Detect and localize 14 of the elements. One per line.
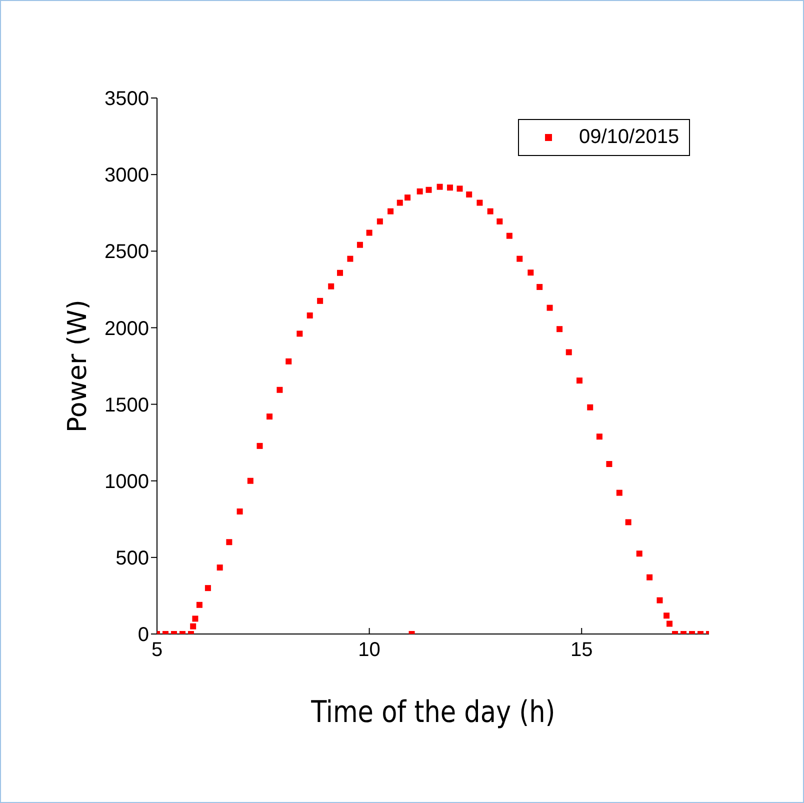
y-tick-label: 0 (138, 624, 149, 646)
y-tick-label: 2500 (104, 241, 149, 264)
x-tick-label: 10 (358, 639, 380, 662)
legend-label: 09/10/2015 (579, 126, 680, 149)
x-axis-title: Time of the day (h) (310, 694, 556, 730)
y-tick-label: 1500 (104, 394, 149, 416)
x-tick-label: 15 (570, 639, 593, 662)
y-tick-label: 3500 (104, 88, 149, 110)
y-tick-label: 1000 (104, 470, 149, 493)
y-tick-label: 2000 (104, 318, 149, 340)
y-tick-label: 3000 (104, 164, 149, 187)
y-tick-label: 500 (116, 548, 149, 570)
x-tick-label: 5 (151, 639, 163, 662)
y-axis-title: Power (W) (63, 300, 94, 432)
